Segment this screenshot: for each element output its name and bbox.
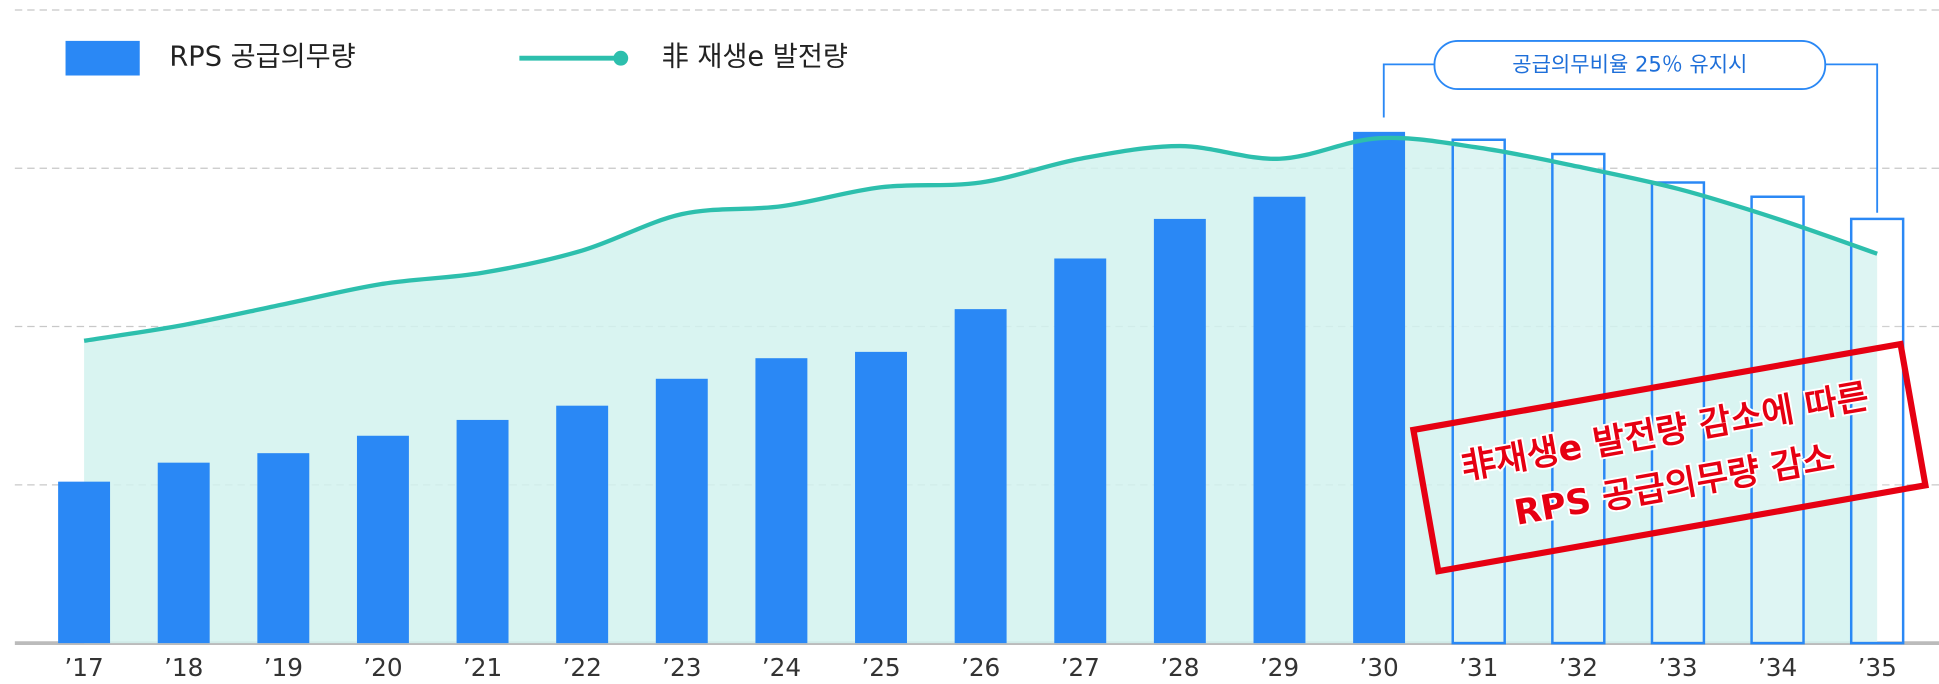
x-tick-label: ’32: [1559, 653, 1598, 682]
x-tick-label: ’27: [1061, 653, 1100, 682]
legend-swatch: [65, 40, 140, 76]
x-tick-label: ’26: [961, 653, 1000, 682]
x-tick-label: ’35: [1858, 653, 1897, 682]
x-tick-label: ’17: [64, 653, 103, 682]
x-tick-label: ’18: [164, 653, 203, 682]
annotation: 공급의무비율 25％ 유지시: [1512, 52, 1747, 77]
x-tick-label: ’33: [1658, 653, 1697, 682]
bracket: [1382, 63, 1879, 213]
bar: [1353, 131, 1406, 644]
x-tick-label: ’24: [762, 653, 801, 682]
legend: RPS 공급의무량 非 재생e 발전량: [65, 40, 848, 76]
x-tick-label: ’28: [1160, 653, 1199, 682]
line: [83, 135, 1878, 343]
bar: [1153, 218, 1206, 644]
x-tick-label: ’23: [662, 653, 701, 682]
bar: [356, 435, 409, 644]
legend-swatch: [613, 50, 629, 66]
bar: [1849, 217, 1905, 645]
legend-label: 非 재생e 발전량: [662, 42, 848, 73]
bar: [755, 358, 808, 644]
bar: [456, 419, 509, 644]
x-tick-label: ’21: [463, 653, 502, 682]
x-tick-label: ’19: [264, 653, 303, 682]
x-tick-label: ’29: [1260, 653, 1299, 682]
bar: [954, 309, 1007, 644]
legend-label: RPS 공급의무량: [169, 42, 355, 73]
bar: [655, 378, 708, 644]
line-layer: [83, 135, 1878, 343]
x-tick-label: ’30: [1359, 653, 1398, 682]
x-tick-label: ’34: [1758, 653, 1797, 682]
bar: [1650, 181, 1706, 645]
bar: [855, 351, 907, 644]
x-tick-label: ’20: [363, 653, 402, 682]
x-tick-label: ’31: [1459, 653, 1498, 682]
annotation-box: [1433, 39, 1827, 91]
bar: [1750, 195, 1805, 645]
x-tick-label: ’25: [861, 653, 900, 682]
bar: [58, 481, 111, 644]
bar: [157, 462, 210, 644]
bar: [1054, 258, 1107, 644]
x-tick-label: ’22: [563, 653, 602, 682]
bar: [257, 453, 310, 644]
callout-box: [1409, 340, 1930, 575]
bar: [1253, 196, 1306, 644]
bar: [556, 405, 609, 644]
